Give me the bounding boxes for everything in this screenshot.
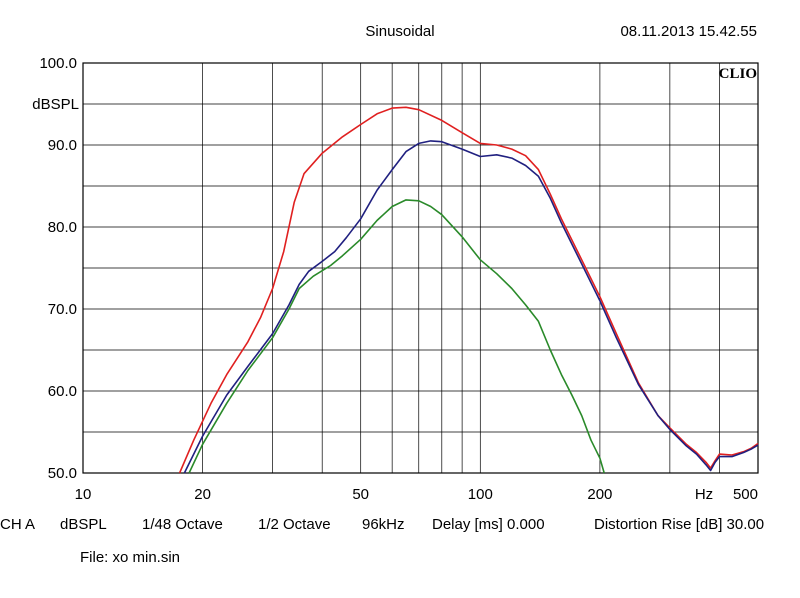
frequency-response-chart: Sinusoidal 08.11.2013 15.42.55 100.0 90.0… — [32, 23, 759, 503]
x-tick-label: 500 — [733, 486, 758, 503]
channel-label: CH A — [0, 516, 36, 533]
y-tick-labels: 100.0 90.0 80.0 70.0 60.0 50.0 — [39, 55, 77, 482]
distortion-label: Distortion Rise [dB] 30.00 — [594, 516, 765, 533]
y-tick-label: 70.0 — [48, 301, 77, 318]
response-curve-2 — [183, 140, 759, 474]
y-tick-label: 60.0 — [48, 383, 77, 400]
resolution-label: 1/48 Octave — [142, 516, 223, 533]
y-tick-label: 80.0 — [48, 219, 77, 236]
x-tick-labels: 10 20 50 100 200 500 — [75, 486, 758, 503]
x-axis-unit-label: Hz — [695, 486, 713, 503]
response-curve-3 — [188, 199, 605, 474]
file-name-label: File: xo min.sin — [80, 549, 181, 566]
chart-datetime: 08.11.2013 15.42.55 — [620, 23, 757, 40]
y-axis-label: dBSPL — [32, 96, 79, 113]
curves — [178, 106, 759, 474]
grid-lines — [83, 63, 758, 473]
x-tick-label: 100 — [468, 486, 493, 503]
smoothing-label: 1/2 Octave — [258, 516, 331, 533]
x-tick-label: 200 — [587, 486, 612, 503]
x-tick-label: 50 — [352, 486, 369, 503]
y-tick-label: 100.0 — [39, 55, 77, 72]
delay-label: Delay [ms] 0.000 — [432, 516, 545, 533]
clio-logo: CLIO — [719, 66, 757, 82]
chart-mode-title: Sinusoidal — [365, 23, 434, 40]
measurement-info-bar: CH A dBSPL 1/48 Octave 1/2 Octave 96kHz … — [0, 516, 800, 540]
sample-rate-label: 96kHz — [362, 516, 405, 533]
y-tick-label: 50.0 — [48, 465, 77, 482]
x-tick-label: 10 — [75, 486, 92, 503]
response-curve-1 — [178, 106, 759, 474]
unit-label: dBSPL — [60, 516, 107, 533]
x-tick-label: 20 — [194, 486, 211, 503]
y-tick-label: 90.0 — [48, 137, 77, 154]
